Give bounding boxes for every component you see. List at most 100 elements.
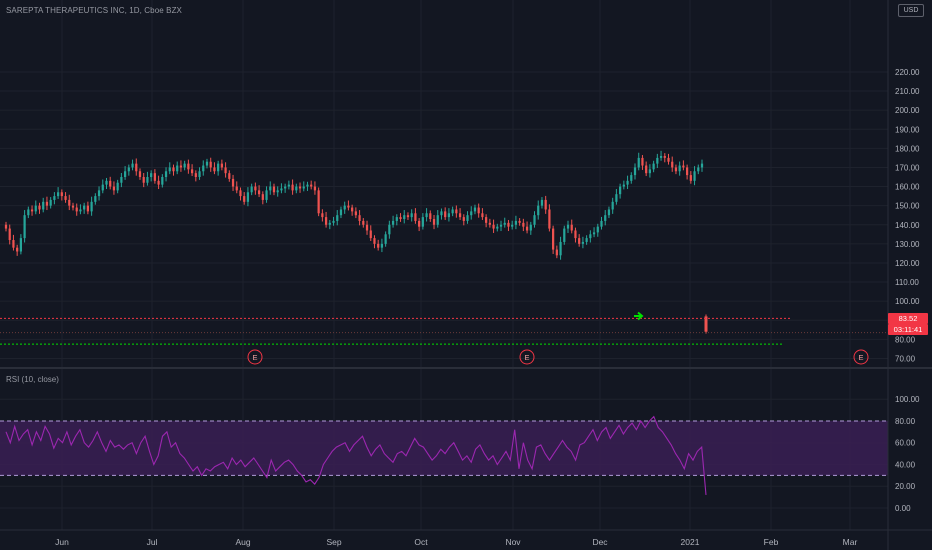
- candle-body: [53, 196, 56, 200]
- time-tick-label: Jun: [55, 537, 69, 547]
- candle-body: [481, 213, 484, 218]
- candle-body: [604, 215, 607, 221]
- candle-body: [146, 177, 149, 183]
- time-axis[interactable]: Jun Jul Aug Sep Oct Nov Dec 2021 Feb Mar: [55, 537, 857, 547]
- candle-body: [540, 199, 544, 206]
- candle-body: [4, 224, 8, 229]
- currency-button[interactable]: USD: [898, 4, 924, 17]
- candle-body: [365, 224, 369, 231]
- candle-body: [351, 207, 354, 212]
- candle-body: [511, 224, 514, 227]
- candle-body: [704, 316, 708, 332]
- candle-body: [362, 220, 365, 225]
- time-tick-label: Jul: [147, 537, 158, 547]
- candle-body: [369, 230, 372, 239]
- candle-body: [403, 215, 406, 220]
- candle-body: [179, 165, 183, 168]
- candle-body: [79, 209, 82, 212]
- candle-body: [555, 249, 558, 256]
- candle-body: [447, 213, 451, 218]
- candle-body: [284, 186, 287, 189]
- candle-body: [682, 165, 685, 168]
- candle-body: [689, 175, 692, 181]
- candle-body: [254, 186, 257, 191]
- candle-body: [86, 205, 89, 212]
- candle-body: [652, 163, 655, 170]
- price-tick-label: 110.00: [895, 278, 919, 287]
- candle-body: [42, 201, 45, 210]
- candle-body: [399, 217, 402, 220]
- price-tick-label: 130.00: [895, 240, 920, 249]
- candle-body: [172, 167, 175, 172]
- time-tick-label: Aug: [235, 537, 250, 547]
- candle-body: [123, 171, 127, 177]
- candle-body: [700, 163, 704, 168]
- candle-body: [168, 167, 171, 172]
- candle-body: [209, 161, 212, 168]
- candle-body: [298, 186, 302, 189]
- price-tick-label: 70.00: [895, 354, 916, 363]
- candle-body: [205, 161, 209, 166]
- candle-body: [101, 184, 104, 191]
- candle-body: [328, 222, 331, 225]
- candle-body: [19, 238, 23, 252]
- candle-body: [410, 213, 413, 218]
- candle-body: [529, 224, 532, 231]
- candle-body: [127, 167, 130, 172]
- candle-body: [217, 163, 220, 172]
- candle-body: [585, 238, 588, 242]
- time-tick-label: Mar: [843, 537, 858, 547]
- rsi-axis[interactable]: 100.00 80.00 60.00 40.00 20.00 0.00: [895, 395, 920, 513]
- candle-body: [496, 226, 499, 229]
- candle-body: [485, 217, 488, 223]
- candle-body: [150, 173, 153, 177]
- candle-body: [418, 220, 421, 227]
- candle-body: [64, 196, 67, 200]
- candle-body: [470, 211, 473, 216]
- price-tick-label: 150.00: [895, 202, 920, 211]
- price-tick-label: 190.00: [895, 125, 920, 134]
- candle-body: [663, 155, 666, 158]
- candle-body: [202, 165, 205, 172]
- arrow-right-icon: [634, 311, 644, 321]
- candle-body: [313, 186, 317, 191]
- candle-body: [458, 213, 462, 218]
- candle-body: [347, 205, 350, 208]
- candle-body: [45, 201, 49, 206]
- earnings-marker-label: E: [524, 353, 529, 362]
- candle-body: [131, 163, 134, 168]
- candle-body: [559, 241, 562, 256]
- candle-body: [432, 219, 436, 225]
- time-tick-label: Oct: [414, 537, 428, 547]
- candle-body: [336, 215, 339, 221]
- candle-body: [246, 192, 250, 202]
- time-tick-label: Feb: [764, 537, 779, 547]
- candle-body: [243, 196, 246, 202]
- candle-body: [112, 186, 116, 191]
- candle-body: [678, 165, 681, 172]
- candle-body: [592, 232, 596, 235]
- rsi-tick-label: 80.00: [895, 417, 916, 426]
- candle-body: [38, 205, 41, 210]
- candle-body: [321, 213, 324, 218]
- candle-body: [507, 222, 510, 227]
- price-tick-label: 160.00: [895, 183, 920, 192]
- candle-body: [552, 228, 555, 250]
- candle-body: [615, 194, 618, 202]
- candle-body: [444, 211, 447, 218]
- price-tick-label: 140.00: [895, 221, 920, 230]
- candle-body: [358, 215, 361, 221]
- candle-body: [414, 213, 417, 221]
- candle-body: [239, 190, 242, 197]
- candle-body: [659, 155, 663, 158]
- candle-body: [194, 173, 197, 177]
- price-tick-label: 120.00: [895, 259, 920, 268]
- candle-body: [142, 177, 145, 183]
- candle-body: [287, 184, 290, 187]
- price-tick-label: 210.00: [895, 87, 920, 96]
- candle-body: [306, 184, 309, 187]
- candle-body: [60, 192, 63, 197]
- candle-body: [693, 171, 696, 181]
- candle-body: [537, 205, 540, 216]
